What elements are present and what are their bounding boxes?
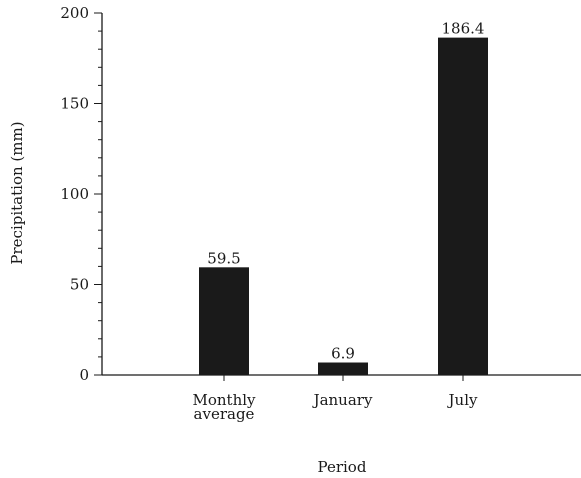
bar-value-label: 59.5 (207, 249, 240, 267)
y-tick-label: 0 (79, 366, 89, 384)
axes (101, 13, 581, 376)
y-ticks: 0 50 100 150 200 (60, 4, 102, 384)
bar (438, 37, 488, 376)
y-tick-label: 50 (70, 276, 89, 294)
x-tick-label: average (194, 405, 255, 423)
x-tick-label: July (447, 391, 478, 409)
bar (318, 362, 368, 375)
y-axis-label: Precipitation (mm) (8, 121, 26, 264)
x-axis-label: Period (318, 458, 367, 476)
bar (199, 267, 249, 375)
x-tick-label: Monthly (192, 391, 256, 409)
y-tick-label: 100 (60, 185, 89, 203)
x-tick-label: January (312, 391, 373, 409)
bar-value-label: 6.9 (331, 345, 355, 363)
bar-value-label: 186.4 (442, 20, 485, 38)
bars: 59.5 6.9 186.4 (199, 20, 488, 376)
y-tick-label: 200 (60, 4, 89, 22)
y-tick-label: 150 (60, 95, 89, 113)
